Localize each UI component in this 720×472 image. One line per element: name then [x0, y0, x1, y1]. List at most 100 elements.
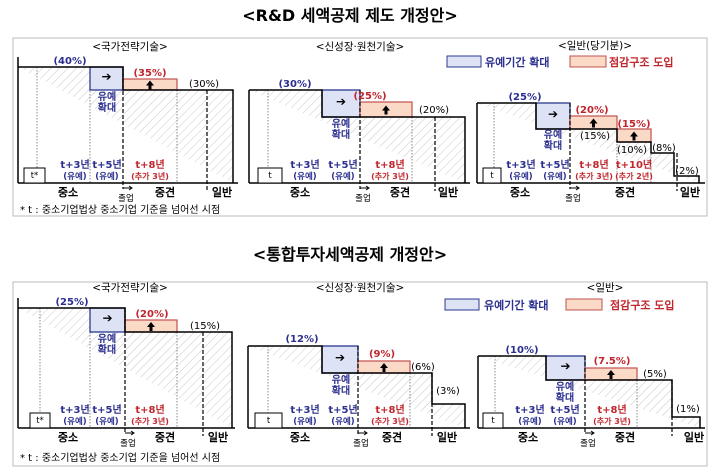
midsize-new-rate: (35%) — [133, 68, 166, 79]
grace-extend-label: 유예 — [332, 117, 350, 130]
t5-label: t+5년 — [92, 403, 121, 416]
invest-section-title: <통합투자세액공제 개정안> — [253, 245, 447, 264]
grace-extend-label: 확대 — [332, 384, 350, 397]
grace-label: (유예) — [331, 171, 355, 182]
midsize-new-rate-1: (20%) — [575, 105, 608, 116]
arrow-right-icon: ➔ — [548, 107, 558, 121]
t8-label: t+8년 — [597, 403, 626, 416]
grace-label: (유예) — [553, 416, 577, 427]
invest-growth-panel: 졸업 t 중소 중견 일반 <신성장·원천기술> (12%) (9%) (6%) (3%) 유예확대… — [247, 282, 470, 449]
t-point-box — [482, 412, 504, 429]
hatched-area — [477, 103, 699, 183]
sme-rate: (25%) — [55, 297, 88, 308]
sme-rate: (12%) — [285, 334, 318, 345]
grace-arrow: ➔ — [560, 359, 570, 373]
grace-label: (유예) — [518, 416, 542, 427]
grace-arrow: ➔ — [101, 70, 111, 84]
grace-arrow: ➔ — [335, 351, 345, 365]
rnd-legend-taper-swatch — [569, 55, 607, 68]
t-point-label: t — [268, 171, 272, 181]
arrow-up-icon — [146, 80, 154, 90]
grace-extend-label: 유예 — [556, 380, 574, 393]
midsize-rate: (6%) — [411, 362, 435, 373]
panel-title: <일반> — [587, 281, 624, 294]
add3-label: (추가 3년) — [371, 416, 409, 426]
panel-title: <국가전략기술> — [92, 282, 168, 294]
t3-label: t+3년 — [290, 158, 319, 171]
axis-label-midsize: 중견 — [615, 185, 635, 199]
general-rate-1: (8%) — [652, 143, 676, 154]
axis-label-sme: 중소 — [58, 431, 78, 444]
arrow-up-icon — [607, 370, 615, 379]
axis-label-sme: 중소 — [290, 186, 310, 199]
invest-legend-taper: 점감구조 도입 — [610, 298, 675, 312]
t-point-label: t* — [36, 416, 44, 426]
t8-label: t+8년 — [375, 403, 404, 416]
rnd-general-panel: 졸업 t 중소 중견 일반 <일반(당기분)> (25%) (20%) (15%) (15%) (1… — [476, 39, 705, 204]
grace-extend-label: 유예 — [98, 90, 116, 103]
add3-label: (추가 3년) — [593, 416, 631, 426]
t3-label: t+3년 — [515, 403, 544, 416]
grace-label: (유예) — [293, 171, 317, 182]
grace-label: (유예) — [293, 416, 317, 427]
axis-label-general: 일반 — [438, 185, 458, 199]
panel-title: <일반(당기분)> — [558, 39, 632, 52]
t-point-label: t — [267, 416, 271, 426]
t3-label: t+3년 — [506, 158, 535, 171]
grace-label: (유예) — [543, 171, 567, 182]
t8-label: t+8년 — [579, 158, 608, 171]
sme-rate: (40%) — [53, 56, 86, 67]
axis-label-general: 일반 — [437, 430, 457, 444]
midsize-rate-2: (10%) — [617, 145, 647, 156]
graduation-label: 졸업 — [580, 439, 596, 449]
add3-label: (추가 3년) — [131, 416, 169, 426]
grace-label: (유예) — [63, 416, 87, 427]
axis-label-sme: 중소 — [510, 186, 530, 199]
grace-extend-label: 확대 — [98, 101, 116, 114]
midsize-rate: (5%) — [643, 369, 667, 380]
grace-arrow: ➔ — [336, 95, 346, 109]
arrow-right-icon: ➔ — [102, 311, 112, 325]
midsize-new-rate: (20%) — [135, 309, 168, 320]
hatched-area — [248, 346, 465, 428]
t3-label: t+3년 — [60, 158, 89, 171]
invest-legend-extend-swatch — [444, 298, 480, 311]
t8-label: t+8년 — [375, 158, 404, 171]
graduation-arrow-icon — [123, 185, 133, 191]
t3-label: t+3년 — [290, 403, 319, 416]
t5-label: t+5년 — [540, 158, 569, 171]
grace-label: (유예) — [509, 171, 533, 182]
grace-label: (유예) — [95, 171, 119, 182]
t-point-box — [482, 167, 502, 184]
axis-label-sme: 중소 — [290, 431, 310, 444]
graduation-label: 졸업 — [353, 439, 369, 449]
graduation-label: 졸업 — [355, 194, 371, 204]
add3-label: (추가 3년) — [371, 171, 409, 181]
t-point-label: t — [490, 171, 494, 181]
midsize-new-rate: (7.5%) — [594, 356, 631, 367]
axis-label-general: 일반 — [208, 430, 228, 444]
grace-extend-label: 확대 — [556, 391, 574, 404]
add3-label: (추가 3년) — [131, 171, 169, 181]
arrow-right-icon: ➔ — [101, 70, 111, 84]
axis-label-general: 일반 — [684, 430, 704, 444]
rnd-legend-extend-swatch — [446, 55, 482, 68]
rate-outline — [476, 102, 700, 183]
t-point-label: t — [491, 416, 495, 426]
midsize-rate: (15%) — [190, 321, 220, 332]
t3-label: t+3년 — [60, 403, 89, 416]
axis-label-midsize: 중견 — [390, 185, 410, 199]
axis-label-midsize: 중견 — [382, 430, 402, 444]
midsize-new-rate: (25%) — [353, 91, 386, 102]
grace-extend-label: 유예 — [98, 332, 116, 345]
t5-label: t+5년 — [92, 158, 121, 171]
axis-label-midsize: 중견 — [155, 185, 175, 199]
rnd-legend-taper: 점감구조 도입 — [609, 55, 674, 69]
midsize-new-rate: (9%) — [369, 349, 395, 360]
sme-rate: (30%) — [278, 79, 311, 90]
grace-extend-label: 유예 — [332, 373, 350, 386]
rate-outline — [248, 89, 466, 183]
